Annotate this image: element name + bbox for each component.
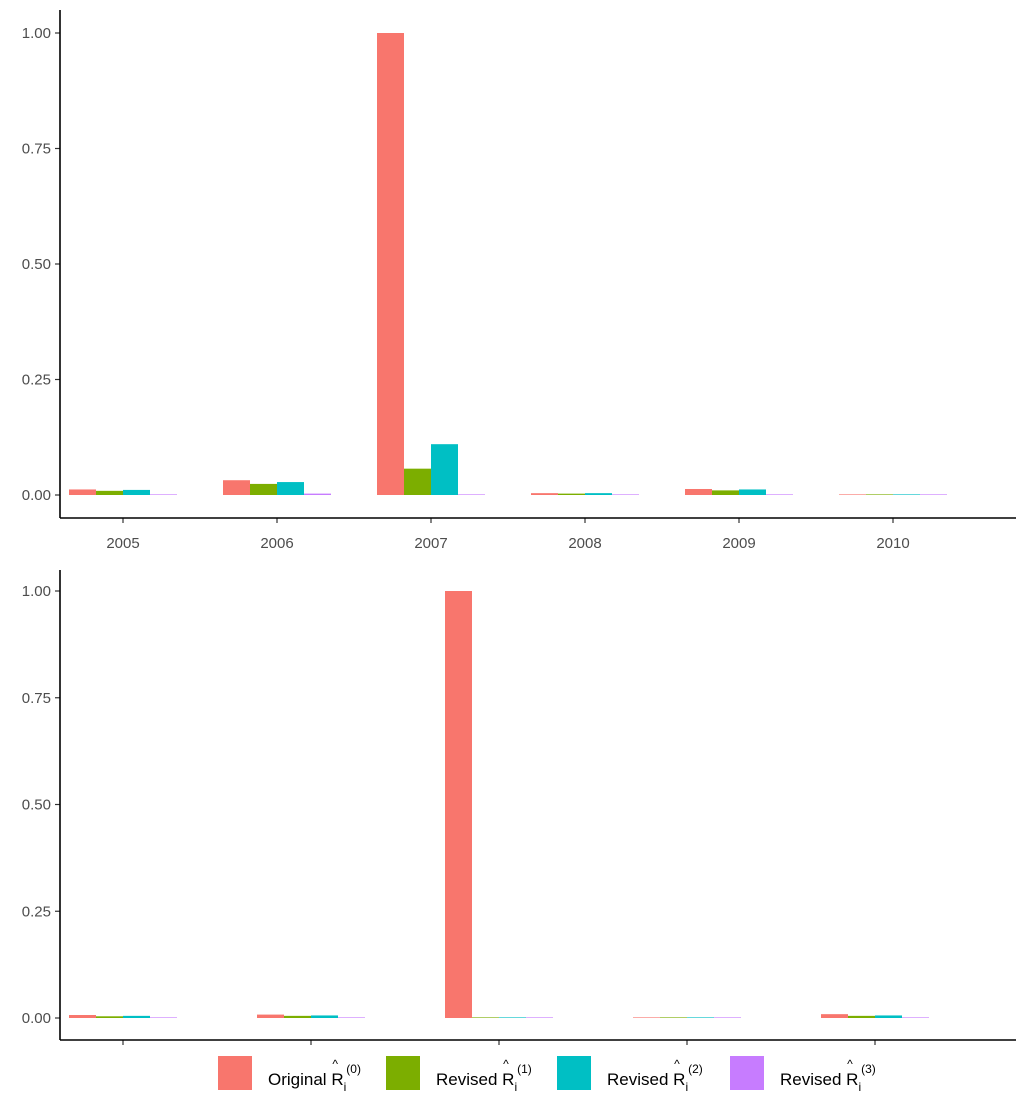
bar-2006-series-2	[277, 482, 304, 495]
chart-legend: Original ^ Ri(0) Revised ^ Ri(1) Revised ^…	[0, 1052, 1018, 1094]
bar-2013-series-1	[472, 1017, 499, 1018]
bar-2012-series-3	[338, 1017, 365, 1018]
bar-2011-series-3	[150, 1017, 177, 1018]
bar-2007-series-0	[377, 33, 404, 495]
bar-2013-series-3	[526, 1017, 553, 1018]
legend-label-revised-1: Revised	[436, 1070, 498, 1089]
bar-2007-series-1	[404, 468, 431, 495]
bar-2012-series-2	[311, 1015, 338, 1018]
bar-2008-series-0	[531, 493, 558, 495]
x-tick-label-2008: 2008	[568, 535, 601, 552]
bar-2008-series-1	[558, 493, 585, 495]
y-tick-label-0.50: 0.50	[22, 256, 51, 273]
bar-2008-series-2	[585, 493, 612, 495]
y-tick-label-0.25: 0.25	[22, 903, 51, 920]
bar-2013-series-2	[499, 1017, 526, 1018]
y-tick-label-0.00: 0.00	[22, 1010, 51, 1027]
bar-2009-series-2	[739, 489, 766, 495]
bar-2010-series-1	[866, 494, 893, 495]
bar-2015-series-3	[902, 1017, 929, 1018]
bar-2014-series-1	[660, 1017, 687, 1018]
legend-label-original: Original	[268, 1070, 327, 1089]
bar-2008-series-3	[612, 494, 639, 495]
y-tick-label-0.75: 0.75	[22, 141, 51, 158]
bar-2010-series-3	[920, 494, 947, 495]
bar-2012-series-1	[284, 1015, 311, 1018]
legend-key-revised-r2	[557, 1056, 591, 1090]
x-tick-label-2006: 2006	[260, 535, 293, 552]
y-tick-label-0.00: 0.00	[22, 487, 51, 504]
x-tick-label-2010: 2010	[876, 535, 909, 552]
bar-2006-series-3	[304, 493, 331, 495]
bar-2011-series-2	[123, 1015, 150, 1018]
bar-2011-series-0	[69, 1015, 96, 1018]
bar-2005-series-2	[123, 489, 150, 495]
y-tick-label-0.50: 0.50	[22, 797, 51, 814]
bar-2015-series-2	[875, 1015, 902, 1018]
x-tick-label-2009: 2009	[722, 535, 755, 552]
x-tick-label-2005: 2005	[106, 535, 139, 552]
legend-key-revised-r1	[386, 1056, 420, 1090]
y-tick-label-1.00: 1.00	[22, 25, 51, 42]
legend-key-original-r0	[218, 1056, 252, 1090]
faceted-bar-chart: 2005 2006 2007 2008 2009 2010 0.00 0.25 0.50 0.75…	[22, 10, 1016, 1045]
bar-2014-series-2	[687, 1017, 714, 1018]
x-tick-label-2007: 2007	[414, 535, 447, 552]
bar-2015-series-1	[848, 1015, 875, 1018]
bar-2010-series-2	[893, 494, 920, 495]
legend-label-revised-3: Revised	[780, 1070, 842, 1089]
bar-2009-series-0	[685, 488, 712, 495]
bar-2013-series-0	[445, 591, 472, 1018]
bar-2005-series-3	[150, 494, 177, 495]
bar-2014-series-0	[633, 1017, 660, 1018]
bar-2005-series-0	[69, 489, 96, 495]
legend-symbol-r: R	[331, 1070, 344, 1089]
legend-key-revised-r3	[730, 1056, 764, 1090]
bar-2011-series-1	[96, 1016, 123, 1018]
bar-2009-series-3	[766, 494, 793, 495]
bar-2015-series-0	[821, 1014, 848, 1018]
bar-2006-series-0	[223, 480, 250, 495]
y-tick-label-0.25: 0.25	[22, 372, 51, 389]
y-tick-label-1.00: 1.00	[22, 583, 51, 600]
bar-2006-series-1	[250, 483, 277, 495]
bar-2007-series-2	[431, 444, 458, 495]
legend-label-revised-2: Revised	[607, 1070, 669, 1089]
bar-2009-series-1	[712, 490, 739, 495]
bar-2014-series-3	[714, 1017, 741, 1018]
bar-2010-series-0	[839, 494, 866, 495]
bar-2007-series-3	[458, 494, 485, 495]
bar-2005-series-1	[96, 490, 123, 495]
y-tick-label-0.75: 0.75	[22, 690, 51, 707]
bar-2012-series-0	[257, 1014, 284, 1018]
